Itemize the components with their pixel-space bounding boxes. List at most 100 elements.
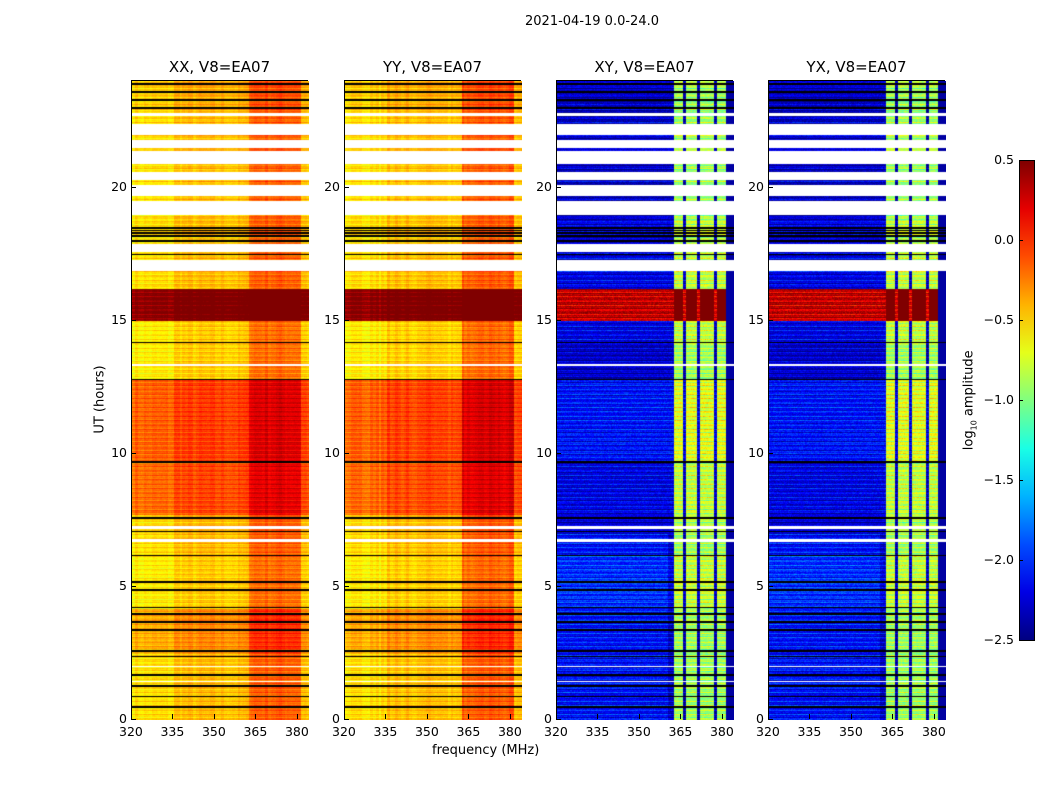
x-tick — [556, 714, 557, 719]
y-tick — [768, 719, 773, 720]
y-tick-label: 20 — [324, 178, 340, 194]
y-tick-label: 15 — [536, 311, 552, 327]
y-tick — [556, 719, 561, 720]
colorbar-tick — [1019, 160, 1023, 161]
y-tick-label: 0 — [544, 711, 552, 726]
colorbar-tick-label: 0.5 — [994, 152, 1014, 167]
y-tick-label: 20 — [536, 178, 552, 194]
panel-title: YY, V8=EA07 — [382, 58, 483, 76]
figure-title: 2021-04-19 0.0-24.0 — [525, 14, 659, 29]
x-tick — [385, 714, 387, 719]
colorbar-tick — [1019, 480, 1023, 481]
colorbar-tick-label: −1.0 — [983, 392, 1014, 407]
y-tick — [768, 186, 773, 188]
colorbar-tick — [1019, 400, 1023, 401]
x-tick — [172, 714, 174, 719]
y-tick — [556, 585, 561, 587]
heatmap-panel-xy — [556, 80, 734, 720]
x-tick — [509, 714, 511, 719]
x-tick — [850, 714, 852, 719]
heatmap-panel-yy — [344, 80, 522, 720]
y-tick-label: 20 — [111, 178, 127, 194]
y-tick — [344, 319, 349, 321]
y-tick-label: 5 — [332, 577, 340, 593]
y-tick — [344, 452, 349, 454]
heatmap-cells — [345, 81, 522, 720]
y-tick — [556, 186, 561, 188]
y-tick-label: 10 — [748, 444, 764, 460]
y-tick — [131, 452, 136, 454]
y-tick — [131, 186, 136, 188]
panel-title: YX, V8=EA07 — [806, 58, 907, 76]
x-tick — [809, 714, 811, 719]
x-tick — [933, 714, 935, 719]
y-tick-label: 5 — [544, 577, 552, 593]
x-tick — [255, 714, 257, 719]
colorbar-tick-label: −1.5 — [983, 472, 1014, 487]
x-tick — [680, 714, 682, 719]
y-tick — [131, 319, 136, 321]
x-tick — [296, 714, 298, 719]
colorbar-tick-label: −2.5 — [983, 632, 1014, 647]
x-tick — [468, 714, 470, 719]
x-tick-label: 335 — [585, 724, 610, 739]
y-tick-label: 0 — [119, 711, 127, 726]
heatmap-cells — [769, 81, 946, 720]
y-tick-label: 0 — [756, 711, 764, 726]
heatmap-panel-yx — [768, 80, 946, 720]
x-tick-label: 320 — [332, 724, 356, 739]
y-tick — [556, 319, 561, 321]
heatmap-panel-xx — [131, 80, 309, 720]
x-tick — [721, 714, 723, 719]
x-tick-label: 380 — [709, 724, 734, 739]
y-tick — [344, 719, 349, 720]
y-tick — [344, 186, 349, 188]
x-tick-label: 320 — [756, 724, 780, 739]
x-tick — [213, 714, 215, 719]
x-tick — [131, 714, 132, 719]
x-tick-label: 350 — [838, 724, 863, 739]
colorbar-tick — [1019, 560, 1023, 561]
y-tick-label: 5 — [756, 577, 764, 593]
x-tick-label: 365 — [668, 724, 693, 739]
colorbar-tick-label: −0.5 — [983, 312, 1014, 327]
x-tick — [344, 714, 345, 719]
y-tick — [768, 452, 773, 454]
x-tick — [597, 714, 599, 719]
x-tick-label: 320 — [544, 724, 568, 739]
x-tick — [638, 714, 640, 719]
colorbar-tick-label: −2.0 — [983, 552, 1014, 567]
y-tick-label: 15 — [324, 311, 340, 327]
colorbar-tick — [1019, 320, 1023, 321]
y-tick — [768, 585, 773, 587]
x-tick-label: 380 — [497, 724, 522, 739]
y-tick-label: 0 — [332, 711, 340, 726]
x-tick — [768, 714, 769, 719]
y-tick-label: 10 — [324, 444, 340, 460]
x-tick — [892, 714, 894, 719]
colorbar-tick — [1019, 240, 1023, 241]
colorbar-tick — [1019, 640, 1023, 641]
x-tick-label: 335 — [373, 724, 398, 739]
x-tick-label: 365 — [456, 724, 481, 739]
y-tick-label: 20 — [748, 178, 764, 194]
panel-title: XX, V8=EA07 — [168, 58, 271, 76]
x-tick-label: 365 — [243, 724, 268, 739]
heatmap-cells — [557, 81, 734, 720]
y-tick-label: 10 — [111, 444, 127, 460]
y-tick — [768, 319, 773, 321]
y-axis-label: UT (hours) — [92, 365, 108, 434]
y-tick-label: 15 — [748, 311, 764, 327]
x-tick-label: 365 — [880, 724, 905, 739]
x-tick-label: 350 — [626, 724, 651, 739]
x-tick-label: 335 — [160, 724, 185, 739]
y-tick — [344, 585, 349, 587]
x-tick-label: 380 — [284, 724, 309, 739]
y-tick-label: 15 — [111, 311, 127, 327]
x-axis-label: frequency (MHz) — [432, 743, 540, 758]
x-tick-label: 350 — [201, 724, 226, 739]
panel-title: XY, V8=EA07 — [594, 58, 695, 76]
y-tick — [131, 719, 136, 720]
y-tick-label: 5 — [119, 577, 127, 593]
x-tick — [426, 714, 428, 719]
